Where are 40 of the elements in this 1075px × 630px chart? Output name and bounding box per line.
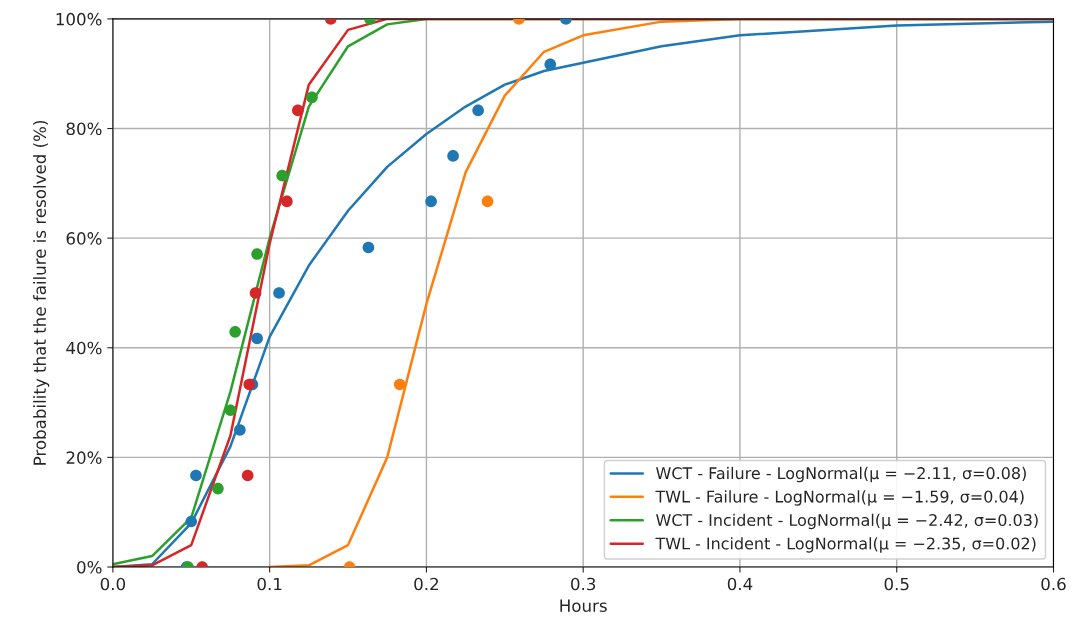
point bbox=[481, 195, 494, 208]
y-tick-label: 60% bbox=[66, 232, 102, 245]
x-tick-label: 0.6 bbox=[1041, 577, 1066, 591]
point bbox=[425, 195, 437, 208]
point bbox=[472, 104, 484, 117]
y-tick-label: 40% bbox=[66, 341, 102, 355]
legend-label: WCT - Failure - LogNormal(μ = −2.11, σ=0.08) bbox=[656, 466, 1026, 483]
point bbox=[251, 332, 263, 345]
point bbox=[229, 326, 241, 338]
point bbox=[251, 248, 263, 260]
point bbox=[234, 424, 246, 436]
point bbox=[185, 515, 198, 528]
point bbox=[447, 150, 459, 162]
point bbox=[292, 104, 304, 117]
x-tick-label: 0.1 bbox=[257, 577, 282, 591]
legend-label: WCT - Incident - LogNormal(μ = −2.42, σ=0.03) bbox=[656, 513, 1038, 530]
x-axis-title: Hours bbox=[560, 599, 607, 612]
point bbox=[273, 287, 285, 299]
y-tick-label: 100% bbox=[56, 12, 102, 26]
point bbox=[276, 169, 288, 182]
y-tick-label: 80% bbox=[66, 122, 102, 136]
point bbox=[212, 482, 224, 495]
legend-label: TWL - Incident - LogNormal(μ = −2.35, σ=0.02) bbox=[655, 537, 1036, 553]
point bbox=[241, 469, 254, 482]
point bbox=[306, 91, 318, 104]
x-tick-label: 0.5 bbox=[884, 577, 909, 591]
legend-label: TWL - Failure - LogNormal(μ = −1.59, σ=0.04) bbox=[655, 490, 1024, 506]
y-tick-label: 0% bbox=[77, 560, 102, 574]
point bbox=[249, 287, 262, 299]
x-tick-label: 0.3 bbox=[571, 577, 596, 591]
y-axis-title: Probability that the failure is resolved (%) bbox=[33, 120, 50, 465]
point bbox=[281, 195, 293, 208]
point bbox=[190, 469, 202, 482]
point bbox=[362, 241, 375, 254]
point bbox=[393, 378, 406, 391]
x-tick-label: 0.2 bbox=[414, 577, 438, 591]
x-tick-label: 0.0 bbox=[100, 577, 126, 591]
x-tick-label: 0.4 bbox=[727, 577, 753, 591]
y-tick-label: 20% bbox=[66, 451, 102, 464]
point bbox=[224, 404, 237, 417]
